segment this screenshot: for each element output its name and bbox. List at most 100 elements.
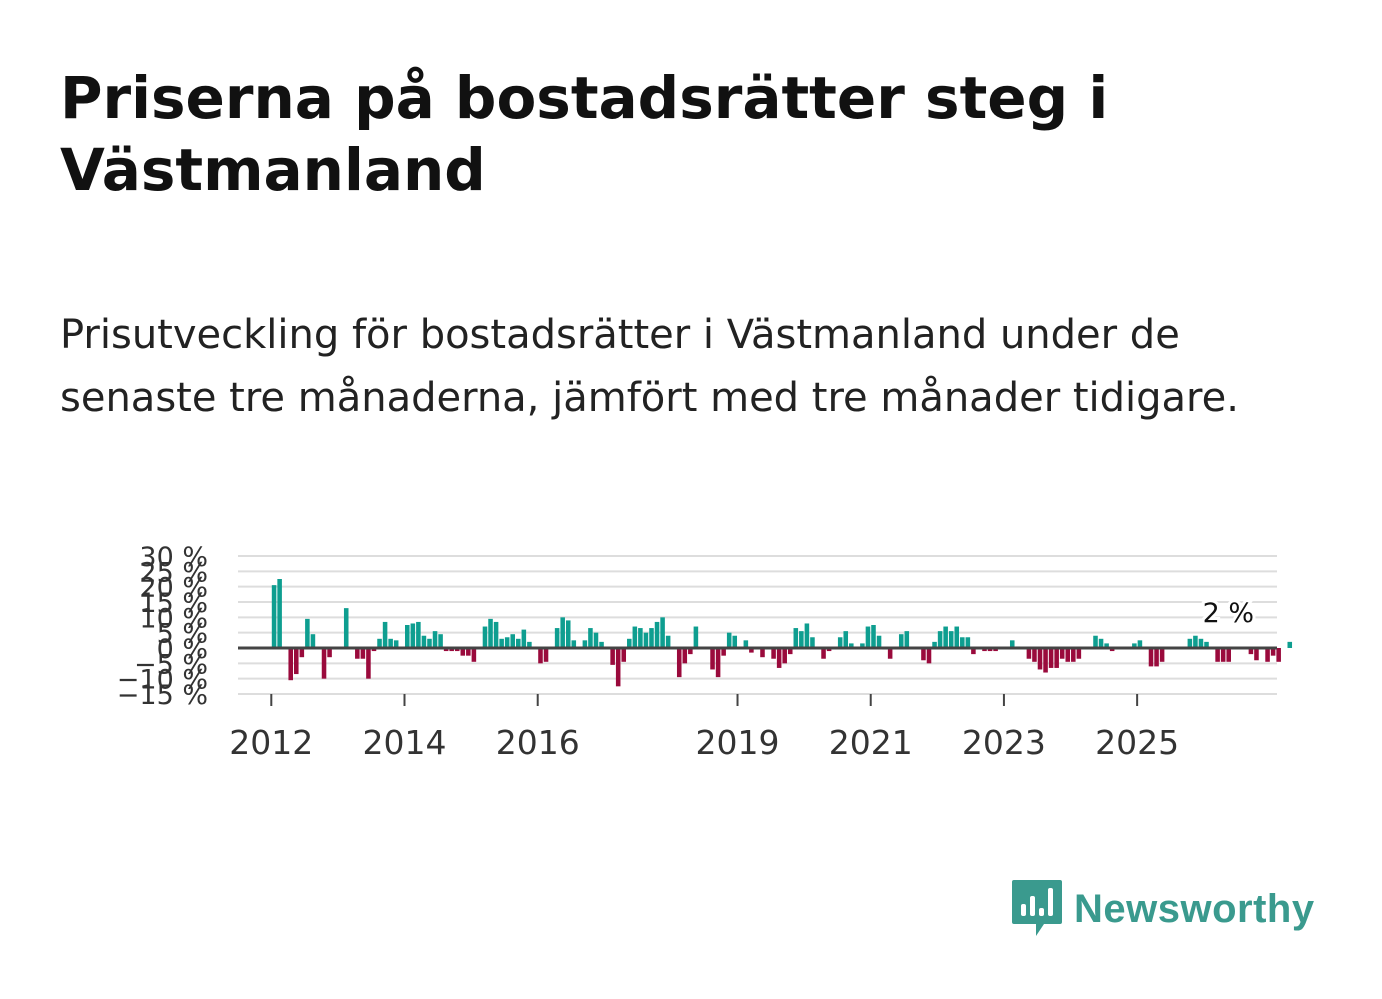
bar — [771, 648, 776, 659]
bar — [510, 634, 516, 648]
bar — [710, 648, 715, 670]
bar — [904, 631, 910, 648]
bar — [849, 643, 854, 648]
y-axis-labels: 30 %25 %20 %15 %10 %5 %0 %−5 %−10 %−15 % — [117, 542, 208, 711]
bar — [1076, 648, 1082, 659]
bar — [682, 648, 688, 664]
bar — [1187, 638, 1193, 648]
bar — [371, 648, 377, 652]
bar — [1093, 635, 1098, 648]
x-tick-label: 2025 — [1095, 723, 1179, 762]
bar — [1104, 643, 1109, 648]
bar — [388, 638, 393, 648]
bar — [776, 648, 782, 668]
bar — [582, 640, 588, 648]
bar — [810, 637, 815, 648]
bar — [871, 625, 876, 648]
y-tick-label: −15 % — [117, 680, 208, 711]
bar — [799, 631, 804, 648]
bar — [554, 628, 560, 648]
bar — [826, 648, 832, 652]
bar — [787, 648, 793, 655]
bar — [1032, 648, 1037, 662]
bar — [804, 623, 810, 648]
bar — [615, 648, 621, 687]
bar-chart: 30 %25 %20 %15 %10 %5 %0 %−5 %−10 %−15 %… — [117, 542, 1293, 762]
bar — [538, 648, 543, 664]
bar — [1071, 648, 1076, 662]
bar — [1037, 648, 1043, 670]
bar — [277, 579, 282, 648]
x-tick-label: 2014 — [363, 723, 447, 762]
bar — [726, 632, 732, 648]
bar — [499, 638, 504, 648]
bar — [288, 648, 294, 681]
bar — [921, 648, 926, 661]
bar — [321, 648, 327, 679]
x-axis: 2012 2014 2016 2019 2021 2023 2025 — [229, 694, 1179, 762]
bar — [960, 637, 965, 648]
bar — [638, 628, 643, 648]
bar — [593, 632, 599, 648]
bar — [926, 648, 932, 664]
bar — [1270, 648, 1276, 656]
bar — [665, 635, 671, 648]
bar — [416, 621, 421, 648]
bar — [1154, 648, 1159, 667]
bar — [643, 632, 649, 648]
bar — [504, 637, 510, 648]
x-tick-label: 2023 — [962, 723, 1046, 762]
bar — [360, 648, 366, 659]
bar — [1132, 643, 1137, 648]
bar — [876, 635, 882, 648]
bar — [721, 648, 726, 656]
bar — [898, 634, 904, 648]
bar — [565, 620, 571, 648]
bar — [627, 638, 632, 648]
bar — [299, 648, 305, 658]
bar — [310, 634, 316, 648]
y-tick-label: 10 % — [139, 603, 208, 634]
bar — [932, 641, 937, 648]
y-tick-label: 30 % — [139, 542, 208, 573]
bar — [560, 617, 565, 648]
y-tick-label: 20 % — [139, 573, 208, 604]
bar — [271, 585, 277, 648]
bar — [1159, 648, 1165, 662]
bar — [632, 626, 638, 648]
bar — [821, 648, 826, 659]
bar — [382, 621, 388, 648]
bar — [887, 648, 893, 659]
bar — [993, 648, 998, 652]
bar — [521, 629, 527, 648]
bar — [1204, 641, 1209, 648]
bar — [1065, 648, 1071, 662]
bar — [954, 626, 960, 648]
bar — [1098, 638, 1104, 648]
bar — [432, 631, 438, 648]
bar — [1287, 641, 1293, 648]
bar — [865, 626, 871, 648]
bar — [732, 635, 738, 648]
bars — [238, 579, 1293, 687]
bar — [366, 648, 371, 679]
bar — [571, 640, 577, 648]
bar — [427, 638, 432, 648]
bar — [948, 631, 954, 648]
bar — [599, 641, 604, 648]
y-tick-label: 25 % — [139, 557, 208, 588]
bar — [837, 637, 843, 648]
bar — [1054, 648, 1059, 668]
bar — [454, 648, 460, 652]
bar — [527, 641, 532, 648]
x-tick-label: 2016 — [496, 723, 580, 762]
bar — [305, 618, 310, 648]
bar — [471, 648, 477, 662]
bar — [449, 648, 454, 652]
brand-name: Newsworthy — [1074, 886, 1315, 931]
bar — [649, 628, 654, 648]
bar — [543, 648, 549, 662]
bar — [971, 648, 976, 655]
bar — [1109, 648, 1115, 652]
bar — [1137, 640, 1143, 648]
